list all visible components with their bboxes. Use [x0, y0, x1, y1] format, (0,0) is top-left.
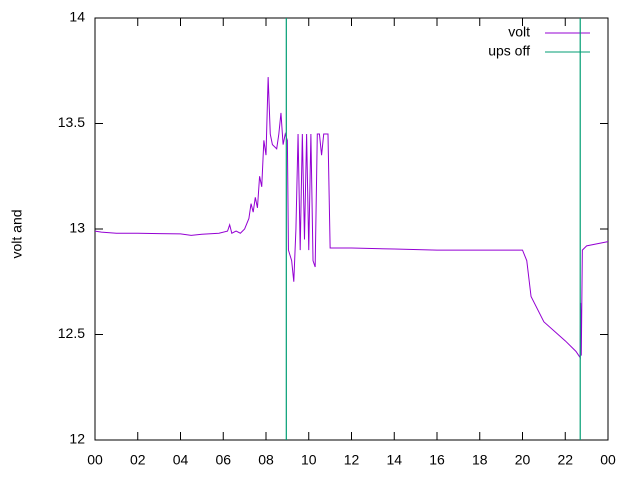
y-tick-label: 12: [69, 431, 85, 447]
x-tick-label: 12: [344, 452, 360, 468]
x-tick-label: 00: [87, 452, 103, 468]
x-tick-label: 14: [386, 452, 402, 468]
x-tick-label: 16: [429, 452, 445, 468]
x-tick-label: 18: [472, 452, 488, 468]
y-tick-label: 13.5: [58, 114, 85, 130]
y-tick-label: 14: [69, 9, 85, 25]
x-tick-label: 00: [600, 452, 616, 468]
x-tick-label: 02: [130, 452, 146, 468]
x-tick-label: 10: [301, 452, 317, 468]
line: [94, 77, 609, 360]
x-tick-label: 06: [215, 452, 231, 468]
legend-label: volt: [508, 24, 530, 40]
x-tick-label: 04: [173, 452, 189, 468]
x-tick-label: 22: [557, 452, 573, 468]
y-axis-label: volt and: [9, 209, 25, 258]
x-tick-label: 08: [258, 452, 274, 468]
plot-border: [94, 17, 609, 441]
y-tick-label: 12.5: [58, 325, 85, 341]
y-tick-label: 13: [69, 220, 85, 236]
x-tick-label: 20: [515, 452, 531, 468]
legend-label: ups off: [488, 43, 530, 59]
